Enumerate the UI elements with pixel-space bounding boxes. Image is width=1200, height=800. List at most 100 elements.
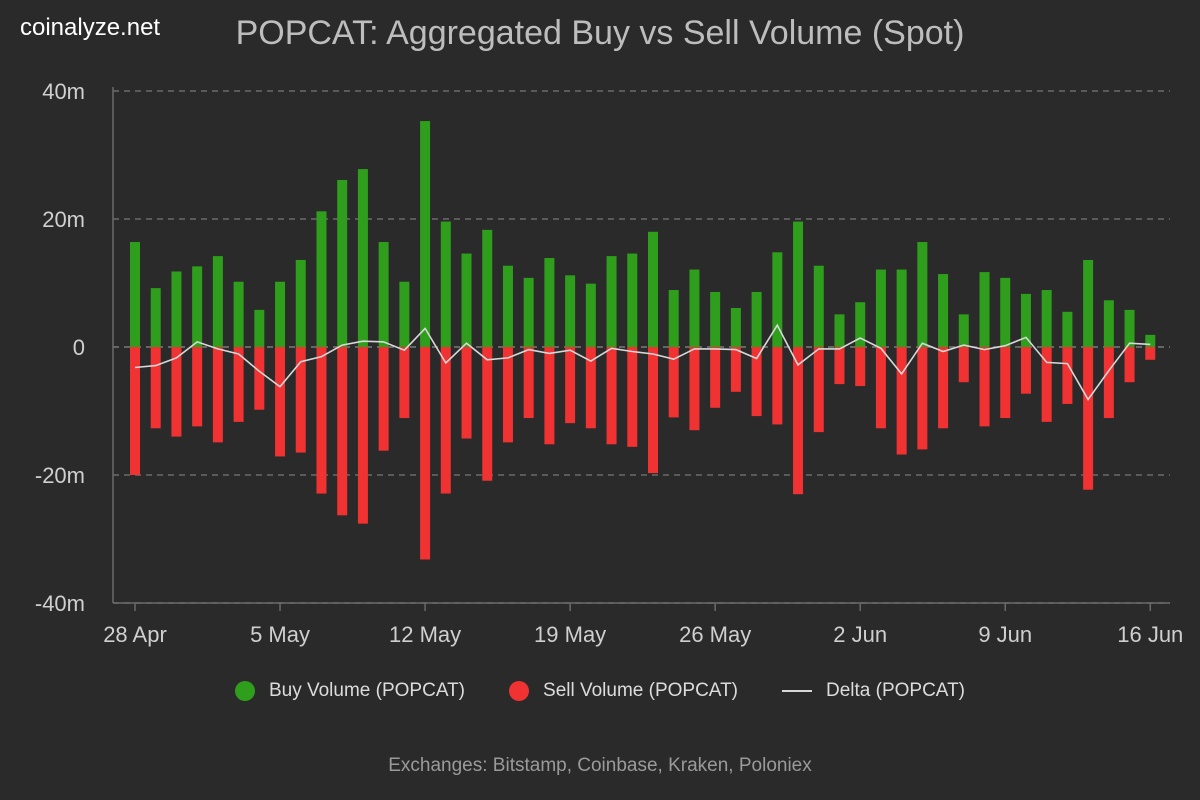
sell-bar xyxy=(627,347,638,447)
sell-bar xyxy=(979,347,990,427)
buy-swatch-icon xyxy=(234,681,255,701)
buy-bar xyxy=(1145,334,1156,347)
sell-bar xyxy=(793,347,804,495)
sell-bar xyxy=(565,347,576,424)
sell-bar xyxy=(648,347,658,474)
sell-bar xyxy=(544,347,555,445)
gridlines xyxy=(113,90,1170,604)
sell-bar xyxy=(1062,347,1073,404)
delta-series-line xyxy=(134,323,1151,401)
buy-bar xyxy=(233,281,244,347)
buy-bar xyxy=(482,229,493,347)
sell-bar xyxy=(689,347,700,431)
buy-bar xyxy=(917,242,928,347)
sell-bar xyxy=(668,347,679,418)
x-tick-label: 19 May xyxy=(534,622,606,647)
sell-bar xyxy=(1000,347,1011,419)
buy-bar xyxy=(834,314,845,347)
y-tick-label: -40m xyxy=(35,591,85,616)
sell-bar xyxy=(938,347,949,429)
buy-bar xyxy=(440,221,451,347)
sell-bar xyxy=(813,347,824,433)
buy-bar xyxy=(130,242,140,347)
buy-bar xyxy=(1083,259,1094,347)
legend-item-delta[interactable]: Delta (POPCAT) xyxy=(782,680,965,702)
buy-bar xyxy=(751,291,762,347)
sell-bar xyxy=(275,347,286,457)
sell-bar xyxy=(585,347,596,429)
legend-label-delta: Delta (POPCAT) xyxy=(826,680,966,701)
sell-bar xyxy=(1083,347,1094,490)
buy-bar xyxy=(668,290,679,347)
legend-item-sell[interactable]: Sell Volume (POPCAT) xyxy=(509,680,738,702)
buy-bar xyxy=(1124,309,1135,347)
buy-bar xyxy=(1020,293,1031,347)
buy-bar xyxy=(357,169,368,347)
sell-bar xyxy=(751,347,762,417)
sell-bar xyxy=(1103,347,1114,419)
sell-bar xyxy=(295,347,306,453)
legend-label-buy: Buy Volume (POPCAT) xyxy=(268,680,466,701)
x-tick-label: 5 May xyxy=(250,622,310,647)
sell-bar xyxy=(420,347,431,560)
delta-swatch-icon xyxy=(782,690,812,692)
buy-bar xyxy=(689,269,700,347)
legend-item-buy[interactable]: Buy Volume (POPCAT) xyxy=(234,680,466,702)
buy-bar xyxy=(150,288,161,347)
buy-bar xyxy=(1000,277,1011,347)
exchanges-footnote: Exchanges: Bitstamp, Coinbase, Kraken, P… xyxy=(388,755,812,776)
x-tick-label: 12 May xyxy=(389,622,461,647)
buy-bar xyxy=(254,309,265,347)
sell-bar xyxy=(440,347,451,494)
buy-bar xyxy=(316,211,327,347)
axes xyxy=(112,87,1170,611)
sell-bar xyxy=(1020,347,1031,394)
buy-bar xyxy=(813,265,824,347)
sell-bar xyxy=(896,347,907,455)
sell-bar xyxy=(130,347,140,475)
y-tick-label: 40m xyxy=(42,79,85,104)
sell-swatch-icon xyxy=(509,681,530,701)
buy-bar xyxy=(979,272,990,347)
sell-bar xyxy=(606,347,617,445)
buy-bar xyxy=(523,277,534,347)
sell-bar xyxy=(399,347,410,419)
legend: Buy Volume (POPCAT) Sell Volume (POPCAT)… xyxy=(0,680,1200,702)
sell-bar xyxy=(316,347,327,494)
buy-bar xyxy=(606,256,617,347)
sell-bar xyxy=(523,347,534,419)
buy-bar xyxy=(192,266,203,347)
buy-bar xyxy=(565,275,576,347)
sell-bar xyxy=(461,347,472,439)
sell-bar xyxy=(378,347,389,451)
legend-label-sell: Sell Volume (POPCAT) xyxy=(543,680,738,701)
x-tick-label: 26 May xyxy=(679,622,751,647)
sell-bar xyxy=(730,347,741,392)
buy-bar xyxy=(772,252,783,347)
bars xyxy=(130,121,1156,560)
sell-bar xyxy=(917,347,928,450)
x-tick-label: 16 Jun xyxy=(1117,622,1183,647)
sell-bar xyxy=(710,347,721,408)
sell-bar xyxy=(171,347,182,437)
sell-bar xyxy=(357,347,368,524)
buy-bar xyxy=(958,314,969,347)
buy-bar xyxy=(730,307,741,347)
tick-labels: 40m 20m 0 -20m -40m 28 Apr 5 May 12 May 19 May 26… xyxy=(35,79,1183,647)
buy-bar xyxy=(461,253,472,347)
sell-bar xyxy=(482,347,493,481)
x-tick-label: 9 Jun xyxy=(978,622,1032,647)
buy-bar xyxy=(627,253,638,347)
buy-bar xyxy=(793,221,804,347)
buy-bar xyxy=(710,291,721,347)
brand-logo[interactable]: coinalyze.net xyxy=(20,14,161,41)
sell-bar xyxy=(1124,347,1135,383)
buy-bar xyxy=(337,179,348,347)
sell-bar xyxy=(150,347,161,429)
chart-title: POPCAT: Aggregated Buy vs Sell Volume (S… xyxy=(235,14,965,52)
buy-bar xyxy=(1103,300,1114,347)
sell-bar xyxy=(337,347,348,516)
sell-bar xyxy=(855,347,866,387)
buy-bar xyxy=(378,242,389,347)
sell-bar xyxy=(502,347,513,443)
